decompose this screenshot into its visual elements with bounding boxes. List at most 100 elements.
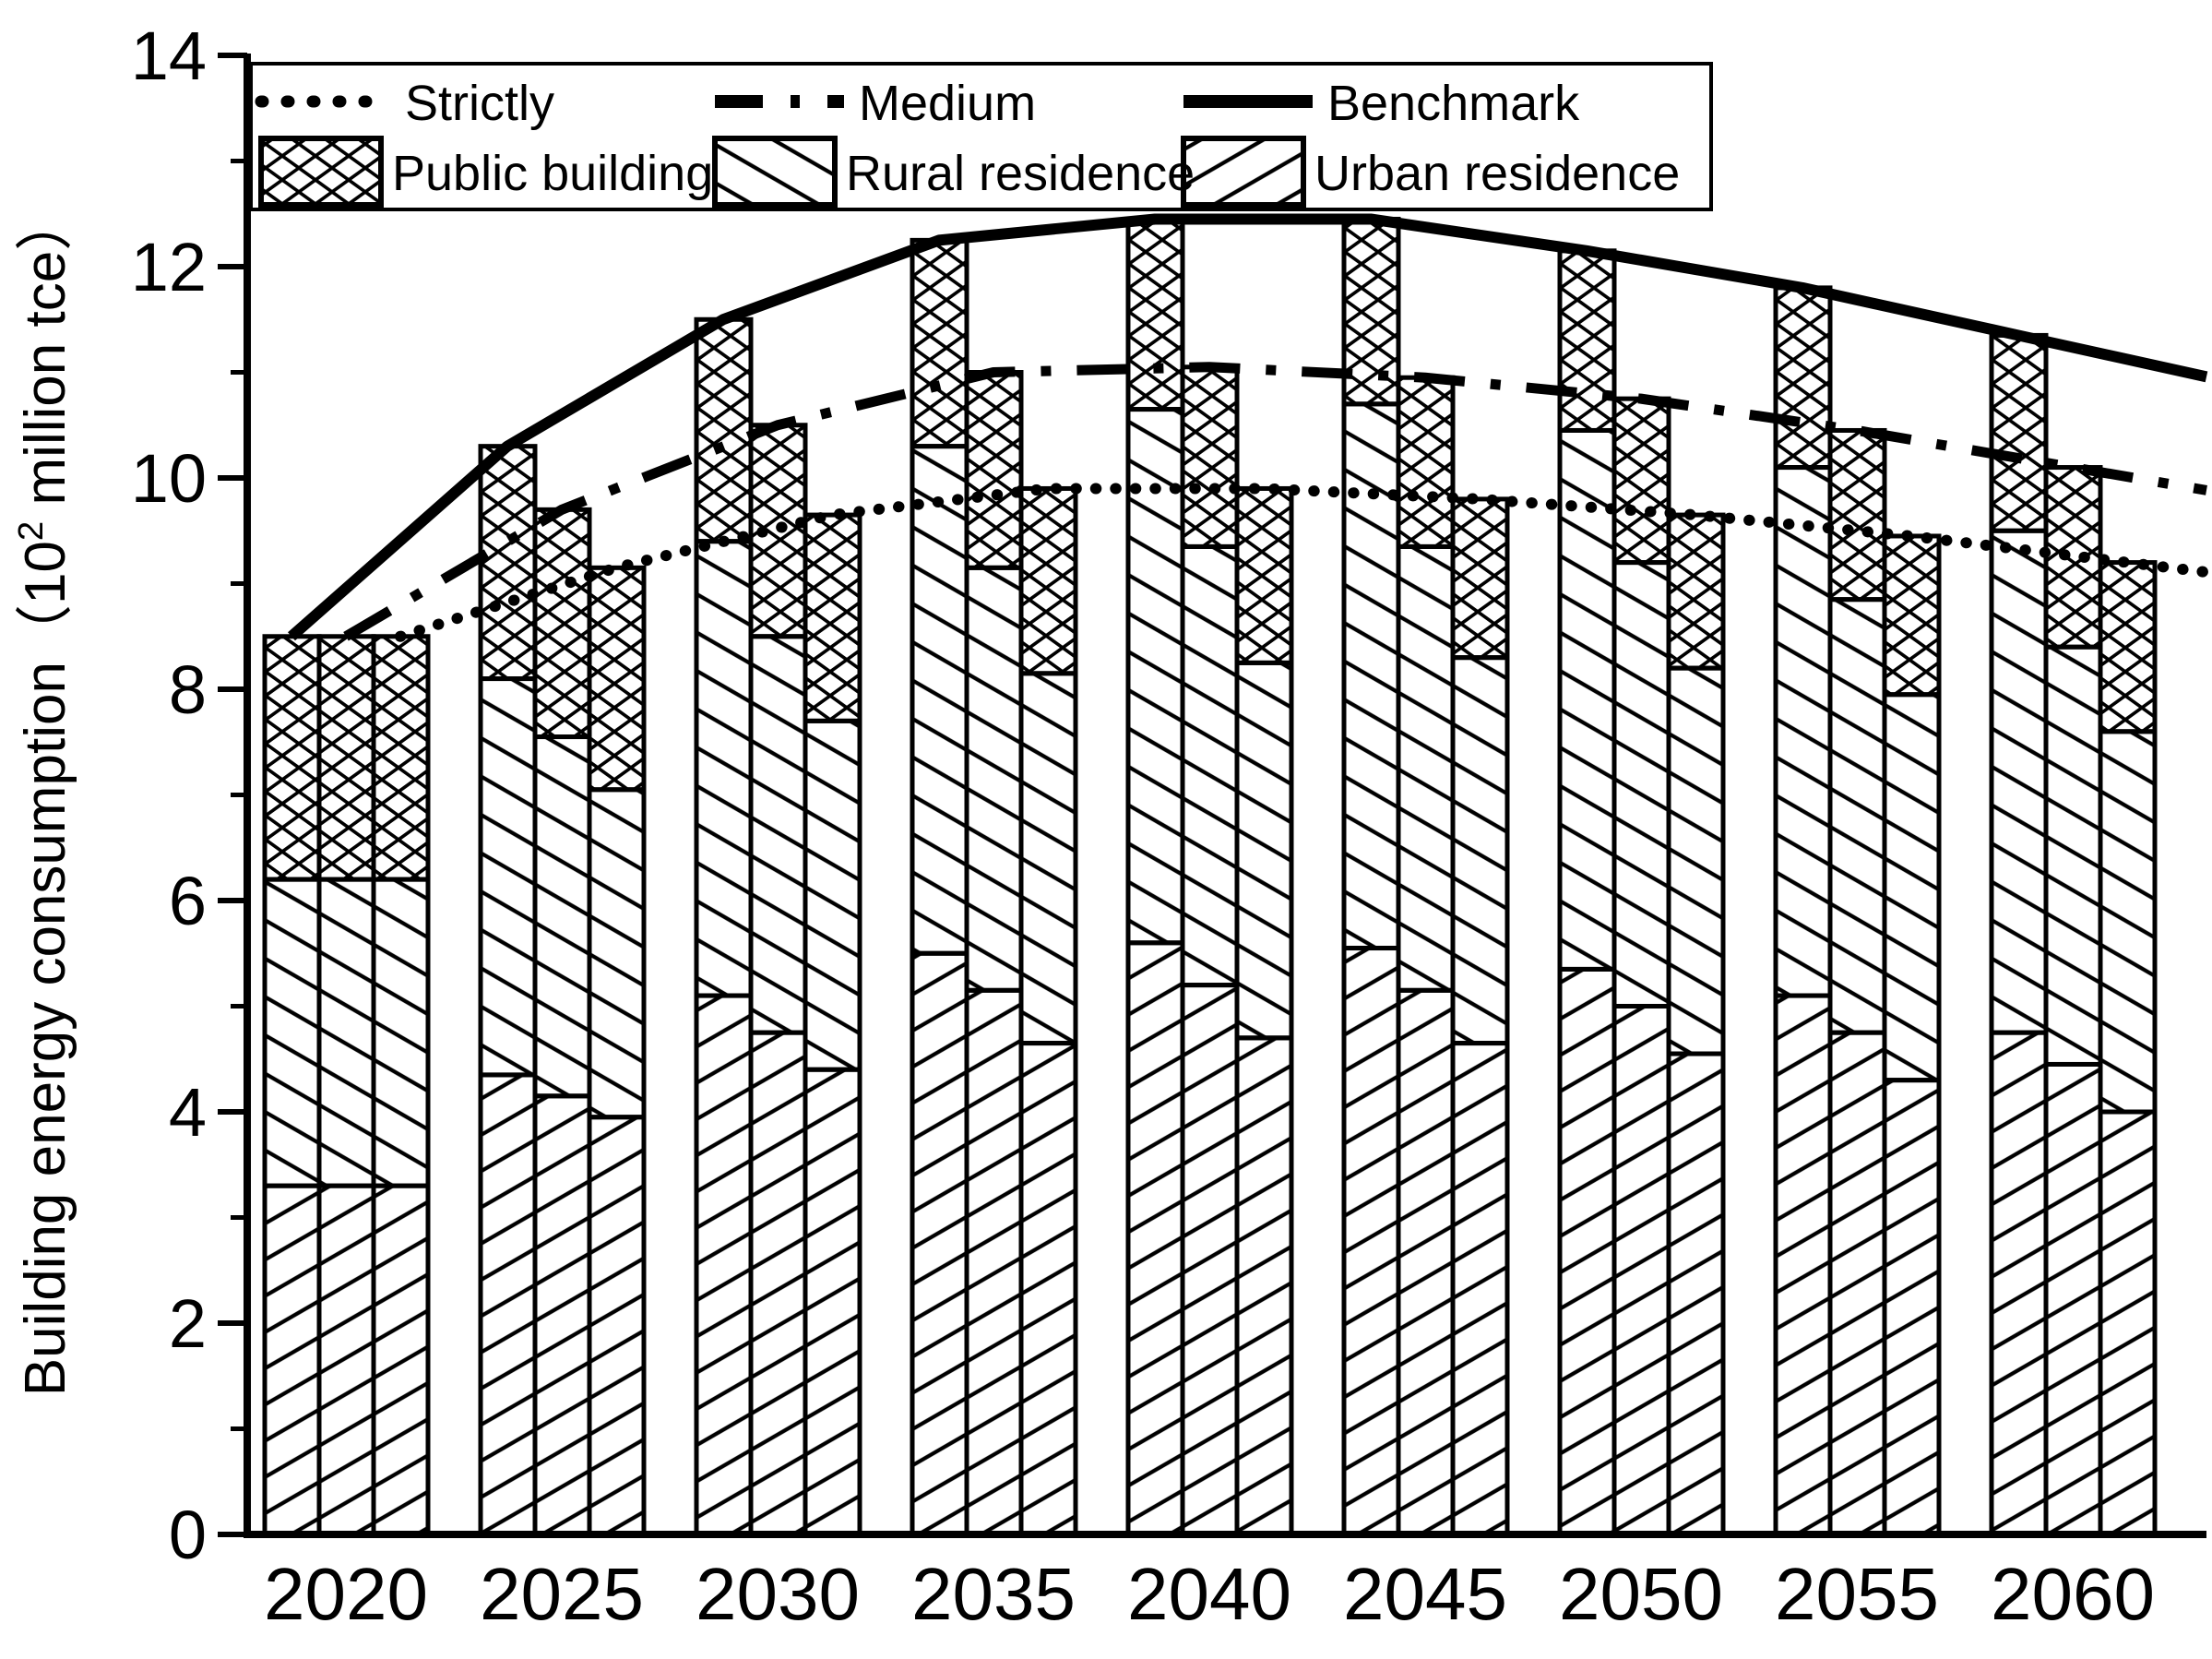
bar-segment-benchmark-2045-rural xyxy=(1341,401,1401,951)
legend-label-public-building: Public building xyxy=(392,146,713,201)
x-tick-label-2050: 2050 xyxy=(1559,1553,1723,1635)
bar-segment-strictly-2035-rural xyxy=(1018,671,1078,1046)
y-tick-label-2: 2 xyxy=(169,1285,207,1362)
y-tick-label-8: 8 xyxy=(169,651,207,728)
bar-segment-strictly-2055-urban xyxy=(1882,1078,1942,1537)
bar-segment-strictly-2020-public xyxy=(371,634,431,882)
forwardslash-hatch-swatch-icon xyxy=(1181,136,1306,208)
y-tick-label-6: 6 xyxy=(169,863,207,939)
legend-label-urban-residence: Urban residence xyxy=(1314,146,1680,201)
bar-segment-medium-2060-urban xyxy=(2043,1061,2103,1537)
bar-segment-benchmark-2020-urban xyxy=(262,1183,322,1537)
y-tick-label-14: 14 xyxy=(131,18,207,94)
scenario-line-benchmark xyxy=(288,213,2208,641)
bar-segment-strictly-2040-urban xyxy=(1234,1035,1294,1537)
bar-segment-medium-2020-public xyxy=(316,634,376,882)
bar-segment-strictly-2040-rural xyxy=(1234,660,1294,1041)
bar-segment-benchmark-2030-public xyxy=(694,316,754,544)
x-tick-label-2025: 2025 xyxy=(480,1553,644,1635)
bar-segment-strictly-2045-urban xyxy=(1450,1041,1510,1537)
y-tick-label-4: 4 xyxy=(169,1074,207,1151)
bar-segment-strictly-2040-public xyxy=(1234,485,1294,665)
bar-segment-benchmark-2025-rural xyxy=(478,676,538,1078)
bar-segment-benchmark-2050-public xyxy=(1557,248,1617,433)
bar-segment-benchmark-2020-public xyxy=(262,634,322,882)
backslash-hatch-swatch-icon xyxy=(712,136,838,208)
bar-segment-strictly-2060-rural xyxy=(2098,729,2158,1115)
bar-segment-benchmark-2025-public xyxy=(478,444,538,682)
bar-segment-strictly-2035-public xyxy=(1018,485,1078,676)
legend-label-benchmark: Benchmark xyxy=(1327,76,1580,131)
bar-segment-medium-2045-urban xyxy=(1396,987,1456,1537)
x-tick-label-2055: 2055 xyxy=(1775,1553,1939,1635)
bar-segment-medium-2055-public xyxy=(1827,427,1887,603)
bar-segment-benchmark-2025-urban xyxy=(478,1072,538,1537)
bar-segment-medium-2035-urban xyxy=(964,987,1024,1537)
x-tick-label-2040: 2040 xyxy=(1127,1553,1291,1635)
bar-segment-strictly-2050-public xyxy=(1666,512,1726,671)
bar-segment-benchmark-2040-urban xyxy=(1125,940,1185,1537)
bar-segment-strictly-2050-rural xyxy=(1666,665,1726,1056)
bar-segment-medium-2020-rural xyxy=(316,877,376,1188)
bar-segment-strictly-2030-public xyxy=(803,512,862,723)
bar-segment-strictly-2060-public xyxy=(2098,560,2158,734)
bar-segment-benchmark-2055-rural xyxy=(1773,465,1833,998)
bar-segment-medium-2055-rural xyxy=(1827,597,1887,1035)
y-tick-label-12: 12 xyxy=(131,229,207,305)
bar-segment-strictly-2050-urban xyxy=(1666,1051,1726,1537)
bar-segment-medium-2040-public xyxy=(1180,364,1240,549)
bar-segment-medium-2060-public xyxy=(2043,465,2103,650)
bar-segment-medium-2060-rural xyxy=(2043,644,2103,1067)
bar-segment-medium-2030-rural xyxy=(748,634,808,1035)
legend-label-medium: Medium xyxy=(859,76,1036,131)
bar-segment-medium-2045-public xyxy=(1396,375,1456,549)
bar-segment-strictly-2020-urban xyxy=(371,1183,431,1537)
bar-segment-medium-2025-urban xyxy=(532,1093,592,1537)
bar-segment-medium-2040-urban xyxy=(1180,983,1240,1537)
bar-segment-benchmark-2035-urban xyxy=(910,950,969,1537)
bar-segment-strictly-2030-urban xyxy=(803,1067,862,1537)
bar-segment-medium-2020-urban xyxy=(316,1183,376,1537)
bar-segment-benchmark-2045-public xyxy=(1341,216,1401,407)
legend-label-rural-residence: Rural residence xyxy=(846,146,1195,201)
bar-segment-medium-2040-rural xyxy=(1180,543,1240,988)
bar-segment-benchmark-2055-urban xyxy=(1773,993,1833,1537)
bar-segment-benchmark-2060-urban xyxy=(1989,1030,2049,1537)
x-tick-label-2020: 2020 xyxy=(264,1553,428,1635)
bar-segment-medium-2050-public xyxy=(1611,396,1671,566)
x-tick-label-2035: 2035 xyxy=(911,1553,1076,1635)
bar-segment-strictly-2025-rural xyxy=(587,787,647,1120)
bar-segment-benchmark-2040-rural xyxy=(1125,407,1185,946)
crosshatch-swatch-icon xyxy=(258,136,384,208)
bar-segment-benchmark-2035-rural xyxy=(910,444,969,956)
y-tick-label-10: 10 xyxy=(131,440,207,517)
bar-segment-benchmark-2040-public xyxy=(1125,216,1185,412)
y-axis-title: Building energy consumption（102 million … xyxy=(11,194,77,1396)
scenario-line-medium xyxy=(343,362,2207,641)
bar-segment-strictly-2035-urban xyxy=(1018,1041,1078,1537)
bar-segment-strictly-2055-rural xyxy=(1882,692,1942,1083)
bar-segment-benchmark-2050-urban xyxy=(1557,966,1617,1537)
bar-segment-medium-2035-public xyxy=(964,370,1024,570)
legend-label-strictly: Strictly xyxy=(405,76,554,131)
bar-segment-strictly-2025-public xyxy=(587,565,647,793)
bar-segment-strictly-2025-urban xyxy=(587,1115,647,1537)
bar-segment-benchmark-2055-public xyxy=(1773,285,1833,471)
bar-segment-strictly-2020-rural xyxy=(371,877,431,1188)
bar-segment-strictly-2030-rural xyxy=(803,718,862,1072)
legend-box xyxy=(249,62,1713,211)
bar-segment-strictly-2060-urban xyxy=(2098,1109,2158,1537)
y-tick-label-0: 0 xyxy=(169,1497,207,1573)
bar-segment-strictly-2045-rural xyxy=(1450,655,1510,1046)
x-tick-label-2030: 2030 xyxy=(696,1553,860,1635)
x-tick-label-2045: 2045 xyxy=(1343,1553,1507,1635)
bar-segment-strictly-2055-public xyxy=(1882,533,1942,698)
bar-segment-benchmark-2035-public xyxy=(910,237,969,449)
bar-segment-benchmark-2060-public xyxy=(1989,332,2049,533)
bar-segment-medium-2050-rural xyxy=(1611,560,1671,1009)
bar-segment-medium-2030-urban xyxy=(748,1030,808,1537)
x-tick-label-2060: 2060 xyxy=(1991,1553,2155,1635)
bar-segment-medium-2045-rural xyxy=(1396,543,1456,993)
